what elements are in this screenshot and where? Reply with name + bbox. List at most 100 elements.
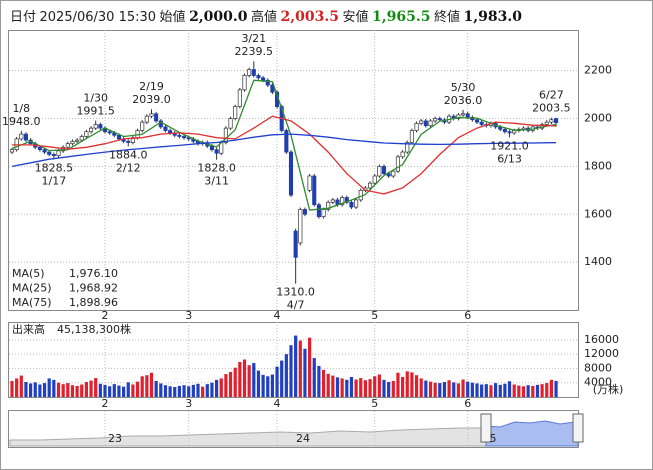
candle-body: [140, 121, 145, 131]
volume-bar: [377, 374, 381, 397]
volume-bar: [321, 369, 326, 397]
candle-body: [247, 69, 252, 76]
volume-bar: [149, 372, 154, 397]
header-date: 2025/06/30 15:30: [40, 10, 157, 25]
navigator-selection[interactable]: [485, 420, 579, 447]
annotation-date: 3/11: [204, 175, 229, 188]
candle-body: [79, 136, 84, 141]
candle-body: [233, 106, 238, 119]
candle-body: [358, 189, 363, 201]
volume-bar: [275, 366, 279, 397]
candle-body: [65, 143, 70, 148]
candle-body: [270, 84, 275, 93]
volume-bar: [410, 372, 414, 397]
volume-bar: [228, 372, 233, 397]
volume-bar: [103, 384, 107, 397]
volume-bar: [419, 378, 423, 397]
volume-bar: [38, 384, 42, 397]
volume-bar: [201, 386, 205, 397]
volume-bar: [405, 371, 409, 397]
candle-body: [400, 151, 405, 158]
volume-bar: [52, 379, 56, 397]
volume-bar: [256, 370, 261, 397]
candle-body: [168, 130, 173, 134]
candle-body: [354, 199, 359, 208]
candle-body: [47, 151, 52, 155]
volume-bar: [168, 386, 172, 397]
y-tick-label: 16000: [584, 333, 619, 346]
volume-bar: [535, 384, 540, 397]
volume-bar: [354, 379, 358, 397]
y-tick-label: 8000: [584, 361, 612, 374]
candle-body: [414, 122, 419, 131]
candle-body: [228, 118, 233, 129]
volume-bar: [554, 380, 558, 397]
volume-bar: [368, 379, 372, 397]
candle-body: [479, 121, 484, 125]
candle-body: [284, 130, 289, 153]
volume-bar: [280, 360, 284, 397]
y-tick-label: 4000: [584, 376, 612, 389]
annotation-value: 2239.5: [235, 45, 274, 58]
candle-body: [293, 230, 298, 258]
legend-name: MA(75): [12, 296, 52, 309]
volume-bar: [442, 382, 447, 397]
header-label: 高値: [251, 9, 277, 25]
header-text: 日付 2025/06/30 15:30 始値 2,000.0 高値 2,003.…: [10, 9, 522, 26]
y-tick-label: 1400: [584, 255, 612, 268]
volume-bar: [391, 380, 395, 397]
navigator-handle[interactable]: [572, 413, 584, 443]
header-label: 安値: [343, 9, 369, 25]
candle-body: [307, 175, 312, 191]
volume-bar: [33, 382, 37, 397]
volume-bar: [80, 384, 84, 397]
volume-bar: [135, 381, 140, 397]
candle-body: [312, 175, 317, 206]
volume-bar: [340, 378, 344, 397]
y-tick-label: 1600: [584, 207, 612, 220]
volume-bar: [484, 384, 488, 397]
volume-bar: [396, 372, 400, 397]
candle-body: [98, 124, 103, 129]
candle-body: [214, 149, 219, 154]
candle-body: [70, 140, 75, 145]
ma-line: [11, 133, 557, 168]
candle-body: [377, 166, 382, 177]
header-value: 2,000.0: [189, 9, 248, 25]
x-tick-label: 5: [371, 309, 378, 322]
volume-bar: [47, 378, 51, 397]
candle-body: [256, 75, 261, 79]
volume-bar: [489, 385, 493, 397]
candle-body: [177, 134, 182, 137]
candle-body: [186, 137, 191, 140]
x-tick-label: 2: [102, 397, 109, 410]
annotation-value: 2036.0: [444, 94, 483, 107]
volume-bar: [363, 380, 367, 397]
candle-body: [553, 118, 559, 123]
volume-bar: [89, 380, 93, 397]
volume-bar: [424, 380, 428, 397]
header-value: 2,003.5: [281, 9, 339, 25]
candle-body: [88, 127, 94, 133]
candle-body: [237, 89, 242, 107]
ma-line: [12, 115, 557, 195]
volume-bar: [289, 345, 293, 397]
header-label: 日付: [10, 10, 36, 25]
navigator-handle[interactable]: [480, 413, 492, 443]
y-tick-label: 2200: [584, 64, 612, 77]
volume-bar: [270, 374, 274, 397]
volume-bar: [219, 378, 223, 397]
volume-bar: [112, 384, 116, 397]
volume-bar: [456, 383, 460, 397]
volume-bar: [98, 383, 102, 397]
volume-bar: [521, 386, 526, 397]
navigator-label: 24: [296, 432, 310, 445]
candle-body: [386, 173, 391, 177]
candle-body: [391, 170, 396, 177]
volume-bar: [94, 378, 98, 397]
legend-name: MA(25): [12, 282, 52, 295]
candle-body: [409, 130, 414, 143]
candle-body: [368, 182, 373, 189]
volume-bar: [545, 383, 549, 397]
volume-bar: [159, 383, 163, 397]
